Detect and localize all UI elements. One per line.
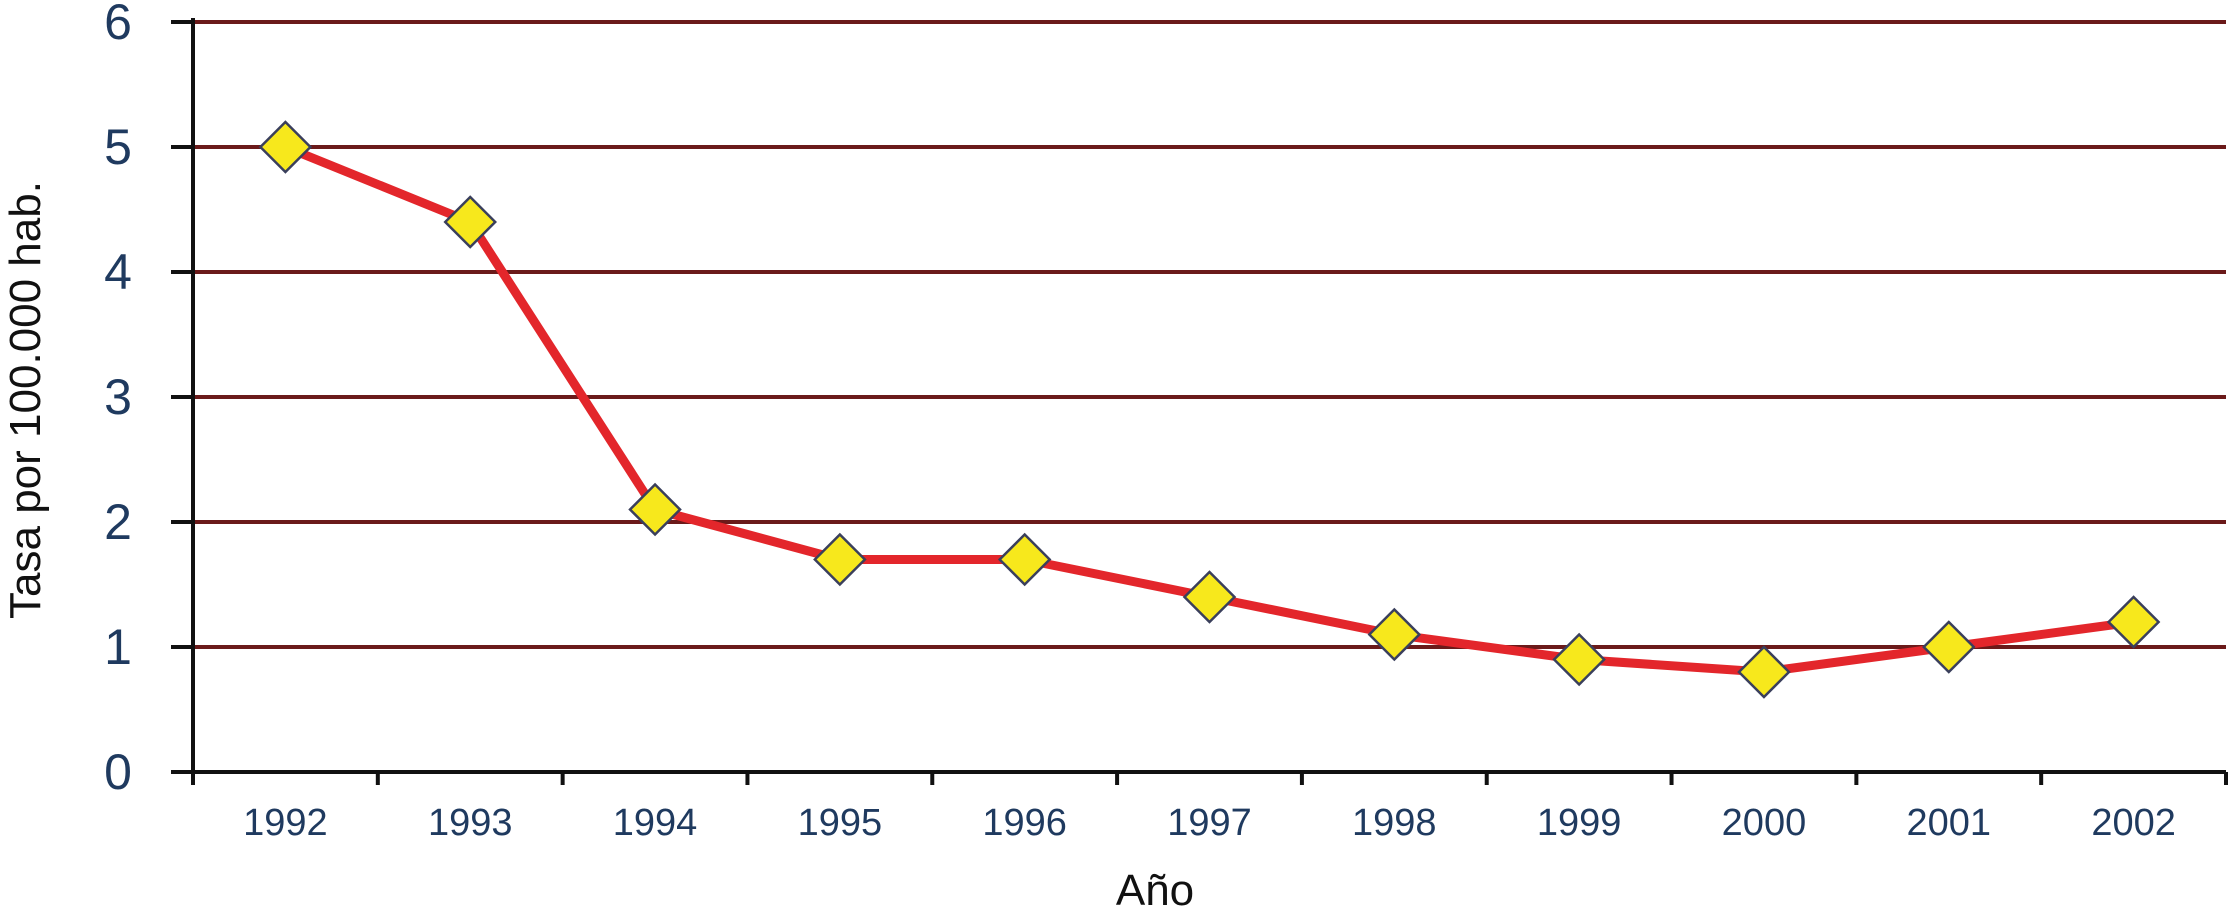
data-point-marker [1367,607,1422,662]
gridlines [193,20,2226,649]
y-tick-label: 3 [104,369,132,425]
x-tick-label: 1994 [613,802,698,844]
x-tick-label: 1992 [243,802,328,844]
x-tick-label: 1997 [1167,802,1252,844]
x-tick-labels: 1992 1993 1994 1995 1996 1997 1998 1999 2000 2001… [243,802,2176,844]
x-tick-label: 1996 [982,802,1067,844]
data-point-marker [443,195,497,249]
y-tick-label: 5 [104,119,132,175]
x-axis-title: Año [1116,866,1194,915]
x-tick-label: 1995 [798,802,883,844]
data-point-marker [1182,570,1237,624]
y-axis-title: Tasa por 100.000 hab. [1,181,50,619]
x-tick-label: 1998 [1352,802,1437,844]
y-tick-label: 1 [104,619,132,675]
markers [258,120,2161,699]
y-tick-labels: 0 1 2 3 4 5 6 [104,0,132,800]
x-tick-label: 2002 [2091,802,2176,844]
data-point-marker [997,532,1052,587]
data-point-marker [258,120,313,174]
data-point-marker [813,532,867,587]
data-point-marker [628,482,682,537]
data-point-marker [2106,595,2161,649]
data-point-marker [1737,645,1791,699]
data-point-marker [1922,620,1976,674]
y-tick-label: 6 [104,0,132,50]
y-tick-label: 0 [104,744,132,800]
x-tick-label: 1993 [428,802,513,844]
y-tick-label: 4 [104,244,132,300]
data-point-marker [1552,632,1606,687]
axes [171,18,2228,785]
y-tick-label: 2 [104,494,132,550]
x-tick-label: 2001 [1906,802,1991,844]
x-tick-label: 2000 [1722,802,1807,844]
x-tick-label: 1999 [1537,802,1622,844]
